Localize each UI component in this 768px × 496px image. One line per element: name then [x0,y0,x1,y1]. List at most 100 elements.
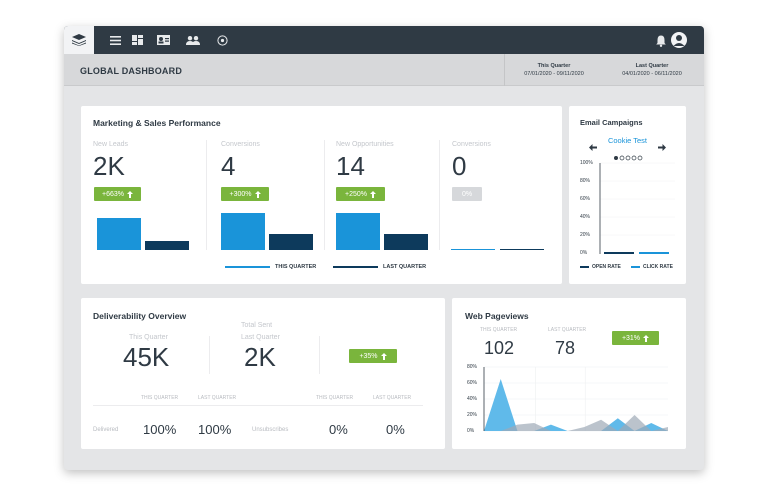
pageviews-last-quarter-value: 78 [555,338,576,358]
last-quarter-label: Last Quarter [241,334,280,341]
delivered-last-quarter: 100% [198,422,232,437]
marketing-sales-card: Marketing & Sales Performance New Leads … [81,106,562,284]
web-pageviews-card: Web Pageviews THIS QUARTER 102 LAST QUAR… [452,298,686,449]
arrow-right-icon[interactable] [658,138,666,151]
legend-click-rate-label: CLICK RATE [643,264,673,270]
col-header: LAST QUARTER [198,395,237,401]
row-divider [93,405,423,406]
bar-click-rate [639,252,669,254]
bar-this-quarter [97,218,141,250]
metric-divider [324,140,325,250]
last-quarter-label: Last Quarter [635,63,669,69]
pageviews-this-quarter-value: 102 [484,338,515,358]
deliverability-card-title: Deliverability Overview [93,311,187,321]
growth-badge: +250% [336,187,385,201]
y-tick: 80% [580,178,591,184]
metric-label: Conversions [221,141,260,148]
badge-text: +35% [359,352,378,360]
campaign-pager[interactable] [613,148,643,161]
badge-text: +663% [102,190,124,198]
metric-divider [319,336,320,374]
unsubscribes-label: Unsubscribes [252,427,289,433]
user-avatar-icon[interactable] [671,32,687,48]
delivered-label: Delivered [93,427,119,433]
area-series-1 [484,379,668,431]
users-icon[interactable] [186,34,200,46]
growth-badge: 0% [452,187,482,201]
legend-this-quarter-label: THIS QUARTER [275,264,317,270]
marketing-card-title: Marketing & Sales Performance [93,118,221,128]
this-quarter-range: This Quarter 07/01/2020 - 09/11/2020 [509,62,599,78]
last-quarter-dates: 04/01/2020 - 06/11/2020 [622,71,682,77]
email-chart [599,162,675,254]
sent-this-quarter-value: 45K [123,342,170,372]
pageviews-card-title: Web Pageviews [465,311,529,321]
metric-label: New Opportunities [336,141,394,148]
bell-icon[interactable] [656,34,666,47]
metric-divider [206,140,207,250]
legend-click-rate-swatch [631,266,640,268]
bar-this-quarter [336,213,380,250]
contact-card-icon[interactable] [156,34,170,46]
arrow-up-icon [380,352,387,360]
add-circle-icon[interactable] [216,34,228,46]
email-campaigns-card: Email Campaigns Cookie Test 100% 80% 60%… [569,106,686,284]
this-quarter-label: THIS QUARTER [480,327,518,333]
list-icon[interactable] [109,34,121,46]
col-header: THIS QUARTER [316,395,354,401]
arrow-up-icon [254,190,261,198]
last-quarter-range: Last Quarter 04/01/2020 - 06/11/2020 [607,62,697,78]
growth-badge: +300% [221,187,269,201]
page-header: GLOBAL DASHBOARD This Quarter 07/01/2020… [64,54,704,86]
unsubscribes-this-quarter: 0% [329,422,348,437]
campaign-name: Cookie Test [607,136,648,145]
badge-text: 0% [461,190,473,198]
metric-value: 2K [93,151,125,181]
arrow-up-icon [127,190,133,198]
top-navigation-bar [64,26,704,54]
legend-last-quarter-swatch [333,266,378,268]
this-quarter-dates: 07/01/2020 - 09/11/2020 [524,71,584,77]
arrow-up-icon [643,334,650,342]
email-card-title: Email Campaigns [580,118,643,127]
col-header: THIS QUARTER [141,395,179,401]
deliverability-card: Deliverability Overview Total Sent This … [81,298,445,449]
y-tick: 60% [467,380,478,386]
badge-text: +250% [345,190,367,198]
y-tick: 60% [580,196,591,202]
bar-this-quarter [451,249,495,250]
legend-last-quarter-label: LAST QUARTER [383,264,427,270]
arrow-left-icon[interactable] [589,138,597,151]
y-tick: 20% [580,232,591,238]
growth-badge: +663% [94,187,141,201]
page-title: GLOBAL DASHBOARD [80,66,183,76]
bar-this-quarter [221,213,265,250]
date-ranges: This Quarter 07/01/2020 - 09/11/2020 Las… [504,54,704,86]
dashboard-icon[interactable] [131,34,143,46]
y-tick: 40% [467,396,478,402]
bar-open-rate [604,252,634,254]
legend-open-rate-label: OPEN RATE [592,264,621,270]
metric-divider [209,336,210,374]
metric-value: 0 [452,151,467,181]
sent-last-quarter-value: 2K [244,342,276,372]
bar-last-quarter [145,241,189,250]
area-series-2 [484,415,668,431]
bar-last-quarter [500,249,544,250]
y-tick: 80% [467,364,478,370]
arrow-up-icon [370,190,376,198]
dashboard-window: GLOBAL DASHBOARD This Quarter 07/01/2020… [64,26,704,470]
layers-icon[interactable] [64,26,94,54]
growth-badge: +35% [349,349,397,363]
col-header: LAST QUARTER [373,395,412,401]
legend-this-quarter-swatch [225,266,270,268]
metric-label: Conversions [452,141,491,148]
delivered-this-quarter: 100% [143,422,177,437]
this-quarter-label: This Quarter [129,334,168,341]
y-tick: 40% [580,214,591,220]
growth-badge: +31% [612,331,659,345]
legend-open-rate-swatch [580,266,589,268]
y-tick: 100% [580,160,593,166]
pageviews-area-chart [483,366,668,432]
last-quarter-label: LAST QUARTER [548,327,587,333]
